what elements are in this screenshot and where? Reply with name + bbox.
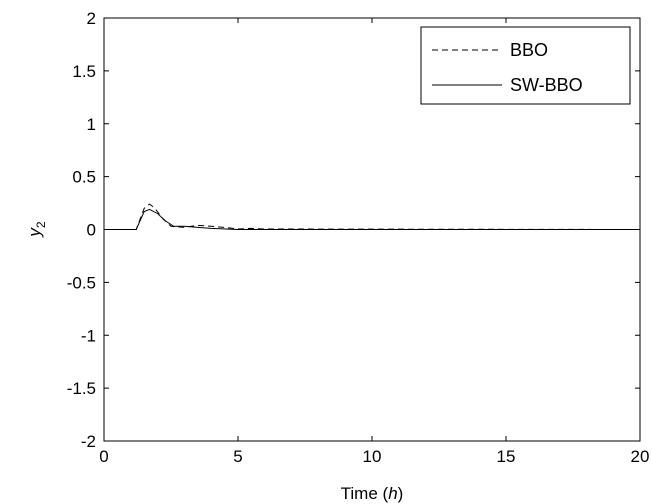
x-tick-label: 5 xyxy=(233,447,242,466)
y-tick-label: 2 xyxy=(87,9,96,28)
x-tick-label: 15 xyxy=(497,447,516,466)
legend-label-sw-bbo: SW-BBO xyxy=(510,75,583,95)
x-tick-label: 0 xyxy=(99,447,108,466)
x-axis-ticks: 0 5 10 15 20 xyxy=(99,18,649,466)
legend-label-bbo: BBO xyxy=(510,40,548,60)
y-axis-label: y2 xyxy=(25,221,48,238)
y-axis-ticks: 2 1.5 1 0.5 0 -0.5 -1 -1.5 -2 xyxy=(67,9,640,451)
x-axis-label: Time (h) xyxy=(341,484,404,503)
y-tick-label: -2 xyxy=(81,432,96,451)
y-tick-label: 0 xyxy=(87,221,96,240)
y-tick-label: 0.5 xyxy=(72,168,96,187)
y-tick-label: -1.5 xyxy=(67,379,96,398)
y-tick-label: 1.5 xyxy=(72,62,96,81)
y-tick-label: -1 xyxy=(81,326,96,345)
series-layer xyxy=(104,203,641,230)
x-tick-label: 10 xyxy=(363,447,382,466)
legend: BBO SW-BBO xyxy=(420,26,631,105)
series-line-sw-bbo xyxy=(104,208,640,230)
y-tick-label: 1 xyxy=(87,115,96,134)
y-tick-label: -0.5 xyxy=(67,273,96,292)
legend-box xyxy=(420,26,631,105)
x-tick-label: 20 xyxy=(631,447,650,466)
